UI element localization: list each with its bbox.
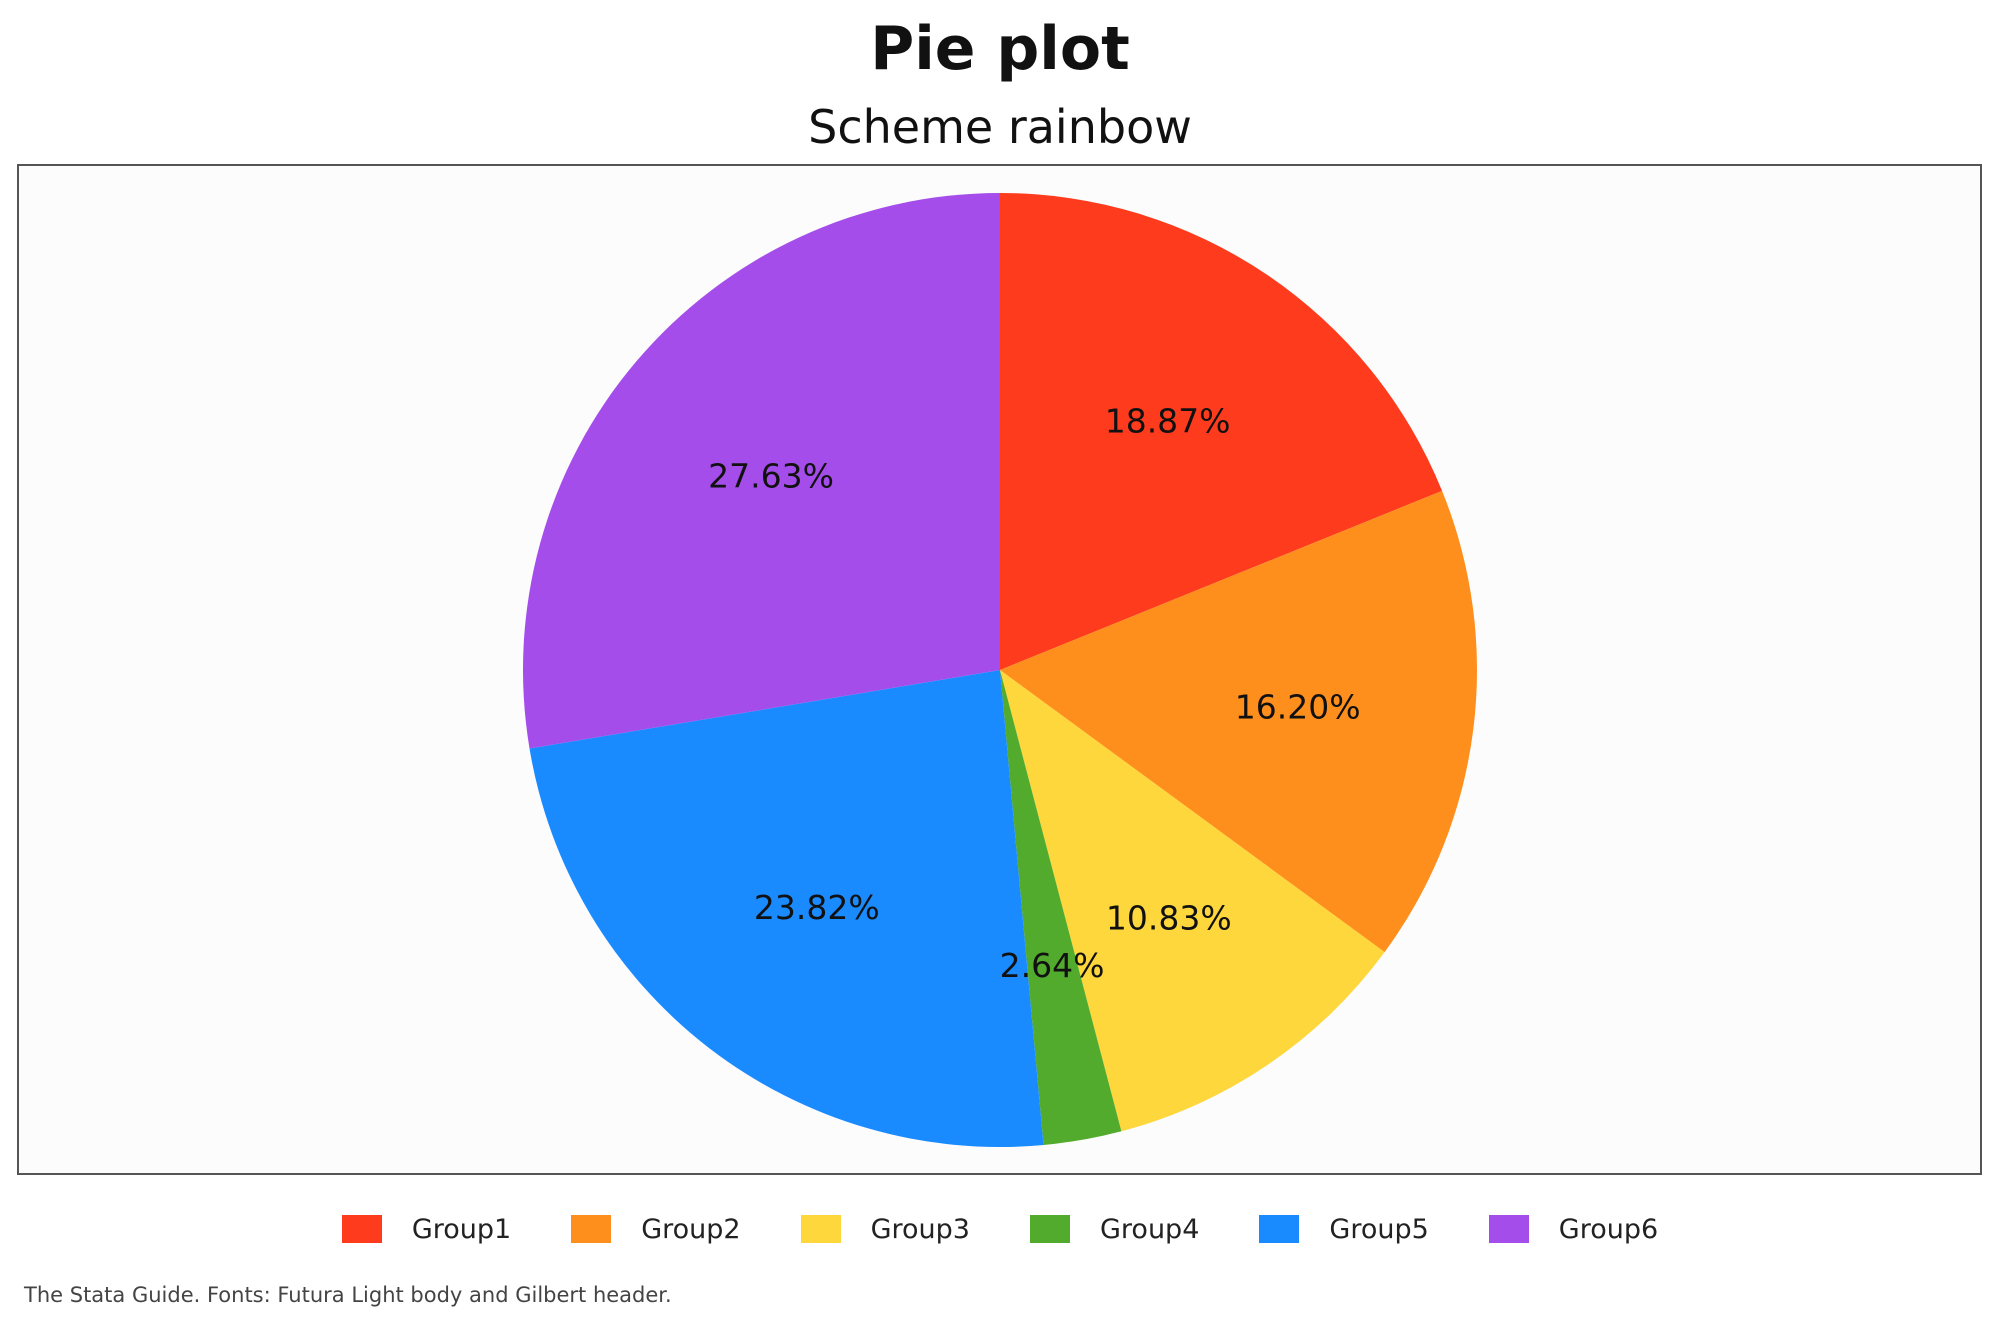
legend-label: Group3	[870, 1213, 970, 1245]
chart-subtitle: Scheme rainbow	[808, 100, 1192, 154]
pie-slice-group6	[523, 193, 1000, 749]
slice-label-group4: 2.64%	[1000, 946, 1105, 985]
legend-label: Group2	[641, 1213, 741, 1245]
pie-slice-group5	[529, 670, 1044, 1147]
legend-item-group5: Group5	[1259, 1213, 1429, 1245]
pie-slice-group3	[1000, 670, 1385, 1132]
legend: Group1 Group2 Group3 Group4 Group5 Group6	[0, 1206, 2000, 1252]
legend-item-group6: Group6	[1488, 1213, 1659, 1245]
slice-label-group3: 10.83%	[1106, 899, 1232, 938]
chart-title: Pie plot	[870, 14, 1130, 84]
legend-swatch	[1259, 1215, 1300, 1243]
pie-slice-group4	[1000, 670, 1122, 1146]
slice-label-group6: 27.63%	[708, 457, 834, 496]
legend-swatch	[341, 1215, 382, 1243]
legend-swatch	[1030, 1215, 1070, 1243]
legend-label: Group1	[411, 1213, 512, 1245]
pie-slice-group1	[1000, 193, 1443, 670]
footnote: The Stata Guide. Fonts: Futura Light bod…	[24, 1283, 672, 1307]
slice-label-group1: 18.87%	[1105, 402, 1231, 441]
legend-item-group4: Group4	[1030, 1214, 1199, 1245]
legend-item-group1: Group1	[341, 1213, 512, 1245]
legend-item-group3: Group3	[800, 1213, 970, 1245]
legend-label: Group4	[1100, 1213, 1200, 1245]
legend-item-group2: Group2	[571, 1213, 741, 1245]
slice-label-group2: 16.20%	[1235, 688, 1361, 727]
slice-label-group5: 23.82%	[754, 888, 880, 927]
legend-swatch	[1488, 1215, 1529, 1243]
legend-swatch	[571, 1215, 612, 1243]
legend-label: Group6	[1558, 1213, 1659, 1245]
legend-swatch	[800, 1215, 841, 1243]
pie-slice-group2	[1000, 490, 1477, 953]
legend-label: Group5	[1329, 1213, 1429, 1245]
